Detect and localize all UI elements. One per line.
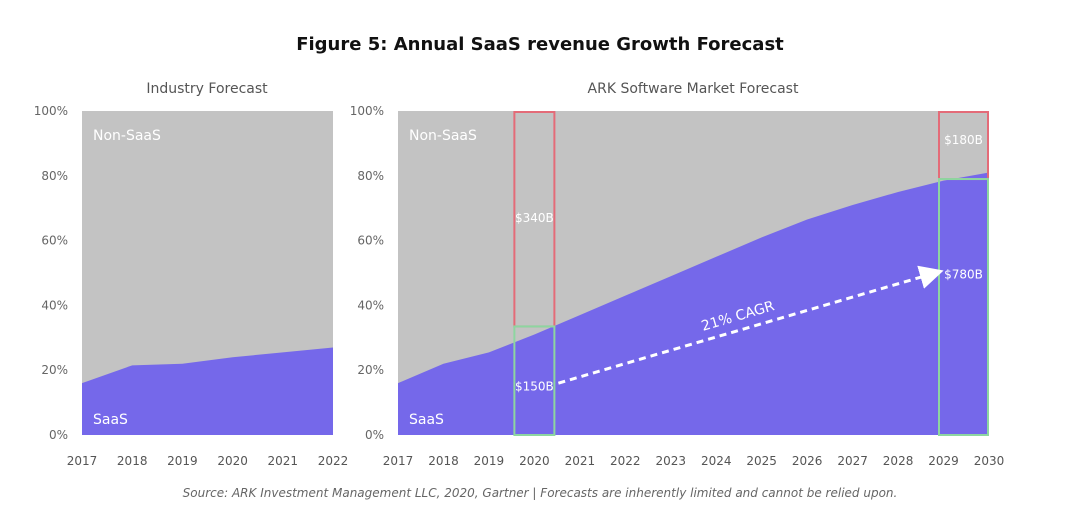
ark-non-saas-label: Non-SaaS — [409, 128, 477, 144]
x-tick-label: 2020 — [217, 454, 248, 468]
non-saas-2020-value: $340B — [515, 211, 554, 225]
non-saas-2030-value: $180B — [944, 133, 983, 147]
figure-title: Figure 5: Annual SaaS revenue Growth For… — [296, 34, 784, 55]
y-tick-label: 60% — [41, 234, 68, 248]
x-tick-label: 2021 — [565, 454, 596, 468]
industry-x-axis: 2017 2018 2019 2020 2021 2022 — [67, 454, 349, 468]
x-tick-label: 2017 — [383, 454, 414, 468]
x-tick-label: 2025 — [746, 454, 777, 468]
y-tick-label: 0% — [365, 428, 384, 442]
x-tick-label: 2020 — [519, 454, 550, 468]
y-tick-label: 100% — [350, 104, 384, 118]
saas-2030-value: $780B — [944, 268, 983, 282]
x-tick-label: 2021 — [268, 454, 299, 468]
y-tick-label: 20% — [357, 363, 384, 377]
x-tick-label: 2023 — [655, 454, 686, 468]
ark-saas-label: SaaS — [409, 412, 444, 428]
x-tick-label: 2026 — [792, 454, 823, 468]
y-tick-label: 0% — [49, 428, 68, 442]
x-tick-label: 2019 — [167, 454, 198, 468]
y-tick-label: 20% — [41, 363, 68, 377]
x-tick-label: 2030 — [974, 454, 1005, 468]
saas-2030-box — [938, 178, 989, 436]
x-tick-label: 2019 — [474, 454, 505, 468]
y-tick-label: 80% — [357, 169, 384, 183]
x-tick-label: 2024 — [701, 454, 732, 468]
ark-x-axis: 2017 2018 2019 2020 2021 2022 2023 2024 2025 2026… — [383, 454, 1005, 468]
x-tick-label: 2022 — [610, 454, 641, 468]
saas-2020-box — [513, 325, 556, 436]
ark-y-axis: 0% 20% 40% 60% 80% 100% — [350, 104, 384, 442]
y-tick-label: 80% — [41, 169, 68, 183]
industry-saas-label: SaaS — [93, 412, 128, 428]
industry-non-saas-label: Non-SaaS — [93, 128, 161, 144]
y-tick-label: 40% — [41, 298, 68, 312]
ark-forecast-chart: ARK Software Market Forecast Non-SaaS Sa… — [350, 81, 1005, 468]
x-tick-label: 2028 — [883, 454, 914, 468]
industry-forecast-chart: Industry Forecast Non-SaaS SaaS 0% 20% 40%… — [34, 81, 349, 468]
x-tick-label: 2018 — [428, 454, 459, 468]
ark-chart-title: ARK Software Market Forecast — [588, 81, 799, 97]
source-note: Source: ARK Investment Management LLC, 2… — [182, 486, 898, 500]
x-tick-label: 2022 — [318, 454, 349, 468]
saas-2020-value: $150B — [515, 379, 554, 393]
industry-saas-area — [82, 347, 333, 435]
x-tick-label: 2029 — [928, 454, 959, 468]
x-tick-label: 2018 — [117, 454, 148, 468]
cagr-arrow — [557, 265, 944, 385]
y-tick-label: 40% — [357, 298, 384, 312]
x-tick-label: 2017 — [67, 454, 98, 468]
industry-chart-title: Industry Forecast — [146, 81, 268, 97]
x-tick-label: 2027 — [837, 454, 868, 468]
y-tick-label: 100% — [34, 104, 68, 118]
y-tick-label: 60% — [357, 234, 384, 248]
ark-saas-area — [398, 172, 989, 435]
industry-y-axis: 0% 20% 40% 60% 80% 100% — [34, 104, 68, 442]
